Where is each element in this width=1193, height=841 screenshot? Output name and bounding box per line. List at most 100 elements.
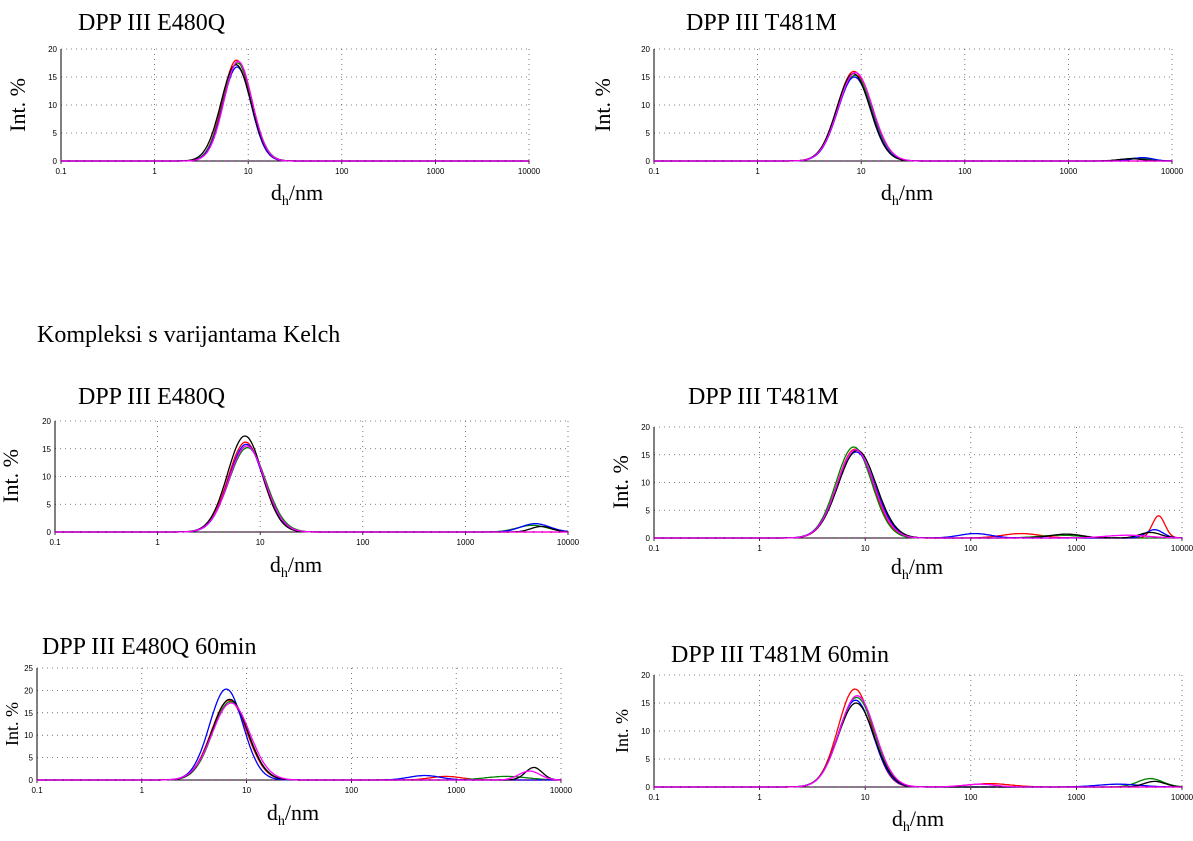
baseline-point bbox=[1084, 537, 1086, 539]
baseline-point bbox=[169, 160, 171, 162]
baseline-point bbox=[864, 786, 866, 788]
baseline-point bbox=[970, 786, 972, 788]
baseline-point bbox=[1067, 160, 1070, 162]
baseline-point bbox=[964, 160, 966, 162]
baseline-point bbox=[996, 786, 998, 788]
baseline-point bbox=[216, 160, 218, 162]
baseline-point bbox=[864, 537, 866, 539]
baseline-point bbox=[882, 537, 884, 539]
baseline-point bbox=[989, 160, 992, 162]
baseline-point bbox=[310, 531, 313, 533]
baseline-point bbox=[122, 531, 125, 533]
baseline-point bbox=[278, 160, 281, 162]
baseline-point bbox=[385, 779, 388, 781]
baseline-point bbox=[156, 531, 159, 533]
baseline-point bbox=[534, 779, 536, 781]
baseline-point bbox=[1119, 160, 1121, 162]
baseline-point bbox=[926, 786, 928, 788]
baseline-point bbox=[270, 160, 273, 162]
baseline-point bbox=[855, 537, 858, 539]
baseline-point bbox=[705, 160, 707, 162]
baseline-point bbox=[149, 779, 152, 781]
baseline-point bbox=[934, 537, 937, 539]
chart-title: DPP III E480Q bbox=[78, 10, 225, 36]
baseline-point bbox=[688, 786, 690, 788]
baseline-point bbox=[165, 531, 167, 533]
x-tick-label: 10000 bbox=[1161, 167, 1184, 176]
baseline-point bbox=[882, 786, 884, 788]
baseline-point bbox=[350, 779, 353, 781]
baseline-point bbox=[208, 531, 210, 533]
baseline-point bbox=[333, 779, 335, 781]
baseline-point bbox=[447, 531, 450, 533]
series-line bbox=[654, 72, 1172, 162]
baseline-point bbox=[739, 160, 742, 162]
x-tick-label: 1000 bbox=[1060, 167, 1078, 176]
baseline-point bbox=[653, 786, 655, 788]
series-line bbox=[654, 699, 1182, 788]
x-tick-label: 10 bbox=[861, 544, 870, 553]
baseline-point bbox=[929, 160, 932, 162]
baseline-point bbox=[1022, 786, 1025, 788]
baseline-point bbox=[114, 531, 116, 533]
baseline-point bbox=[507, 779, 510, 781]
baseline-point bbox=[741, 537, 743, 539]
baseline-point bbox=[767, 786, 770, 788]
y-tick-label: 10 bbox=[48, 101, 57, 110]
y-tick-label: 10 bbox=[641, 101, 650, 110]
baseline-point bbox=[794, 537, 796, 539]
baseline-point bbox=[1014, 786, 1016, 788]
series-line bbox=[61, 66, 529, 162]
baseline-point bbox=[890, 537, 893, 539]
baseline-point bbox=[293, 531, 296, 533]
baseline-point bbox=[714, 537, 717, 539]
chart-4: DPP III E480Q 60min 0.1 1 10 100 1000 10000 0 5 1… bbox=[2, 634, 573, 829]
baseline-point bbox=[161, 160, 164, 162]
baseline-point bbox=[259, 531, 262, 533]
baseline-point bbox=[353, 531, 356, 533]
baseline-point bbox=[139, 531, 142, 533]
x-tick-label: 1000 bbox=[1068, 793, 1086, 802]
baseline-point bbox=[1022, 537, 1025, 539]
baseline-point bbox=[697, 537, 699, 539]
x-tick-label: 100 bbox=[345, 786, 359, 795]
baseline-point bbox=[255, 160, 257, 162]
baseline-point bbox=[247, 160, 249, 162]
chart-title: DPP III T481M bbox=[686, 10, 837, 36]
baseline-point bbox=[158, 779, 161, 781]
baseline-point bbox=[1102, 160, 1104, 162]
baseline-point bbox=[799, 160, 802, 162]
baseline-point bbox=[420, 779, 423, 781]
series-line bbox=[37, 698, 561, 781]
baseline-point bbox=[515, 531, 518, 533]
baseline-point bbox=[1128, 537, 1130, 539]
x-tick-label: 0.1 bbox=[648, 167, 660, 176]
baseline-point bbox=[208, 160, 210, 162]
baseline-point bbox=[670, 537, 673, 539]
baseline-point bbox=[926, 537, 928, 539]
baseline-point bbox=[1049, 786, 1051, 788]
baseline-point bbox=[785, 786, 787, 788]
baseline-point bbox=[356, 160, 359, 162]
baseline-point bbox=[184, 779, 187, 781]
series-line bbox=[37, 699, 561, 781]
baseline-point bbox=[687, 160, 690, 162]
baseline-point bbox=[1136, 160, 1139, 162]
baseline-point bbox=[1084, 160, 1087, 162]
baseline-point bbox=[528, 160, 530, 162]
series-line bbox=[654, 702, 1183, 788]
baseline-point bbox=[653, 160, 655, 162]
baseline-point bbox=[132, 779, 134, 781]
baseline-point bbox=[1154, 537, 1157, 539]
x-tick-label: 10 bbox=[242, 786, 251, 795]
baseline-point bbox=[242, 531, 244, 533]
baseline-point bbox=[934, 786, 937, 788]
baseline-point bbox=[1093, 537, 1095, 539]
y-axis-label: Int. % bbox=[5, 78, 30, 132]
baseline-point bbox=[1110, 160, 1113, 162]
x-tick-label: 10000 bbox=[557, 538, 580, 547]
baseline-point bbox=[325, 160, 328, 162]
baseline-point bbox=[54, 531, 56, 533]
baseline-point bbox=[782, 160, 785, 162]
